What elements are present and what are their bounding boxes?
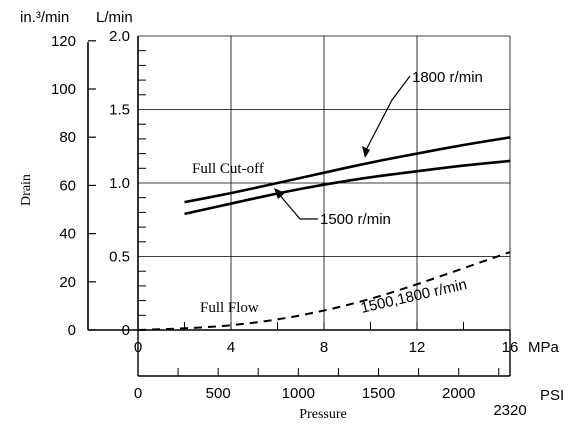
y-tick-label-in: 80 [59, 129, 76, 146]
y-tick-label-in: 40 [59, 226, 76, 243]
annotation-full-flow: Full Flow [200, 300, 259, 316]
x-axis-title: Pressure [299, 407, 346, 422]
x-tick-label-psi: 1500 [362, 385, 395, 402]
x-end-label-psi: 2320 [493, 402, 526, 419]
series-line-1500-1800-r-min [137, 251, 511, 331]
y-unit-in: in.³/min [20, 9, 69, 26]
y-tick-label-in: 100 [51, 81, 76, 98]
y-axis-title: Drain [19, 174, 34, 206]
y-tick-label-in: 0 [68, 322, 76, 339]
y-tick-label-in: 20 [59, 274, 76, 291]
y-tick-label-in: 60 [59, 177, 76, 194]
x-tick-label-mpa: 12 [409, 339, 426, 356]
y-tick-label-l: 1.5 [109, 102, 130, 119]
y-tick-label-l: 1.0 [109, 175, 130, 192]
axes: 0 20 40 60 80 100 120 in.³/min 0 0.5 1.0 1.5 2.0 L/mi… [19, 9, 564, 422]
x-unit-mpa: MPa [528, 339, 560, 356]
series-label-1800: 1800 r/min [412, 69, 483, 86]
grid [138, 35, 511, 330]
x-tick-label-mpa: 8 [320, 339, 328, 356]
x-tick-label-mpa: 4 [227, 339, 235, 356]
y-unit-l: L/min [96, 9, 133, 26]
series-label-1500: 1500 r/min [320, 211, 391, 228]
series-label-1500-1800: 1500,1800 r/min [359, 276, 468, 317]
leader-line-1800 [364, 75, 411, 153]
x-unit-psi: PSI [540, 387, 564, 404]
x-tick-label-psi: 1000 [282, 385, 315, 402]
arrow-head-1800 [362, 146, 370, 158]
leader-line-1500 [277, 192, 318, 220]
y-tick-label-l: 0.5 [109, 249, 130, 266]
series-line-1500-r-min [184, 159, 511, 216]
series-line-1800-r-min [184, 136, 511, 204]
x-tick-label-psi: 0 [134, 385, 142, 402]
x-tick-label-psi: 2000 [442, 385, 475, 402]
annotation-full-cutoff: Full Cut-off [192, 161, 264, 177]
arrow-head-1500 [274, 188, 285, 199]
y-tick-label-l: 2.0 [109, 28, 130, 45]
y-tick-label-in: 120 [51, 33, 76, 50]
series-layer [137, 136, 511, 331]
x-tick-label-psi: 500 [206, 385, 231, 402]
